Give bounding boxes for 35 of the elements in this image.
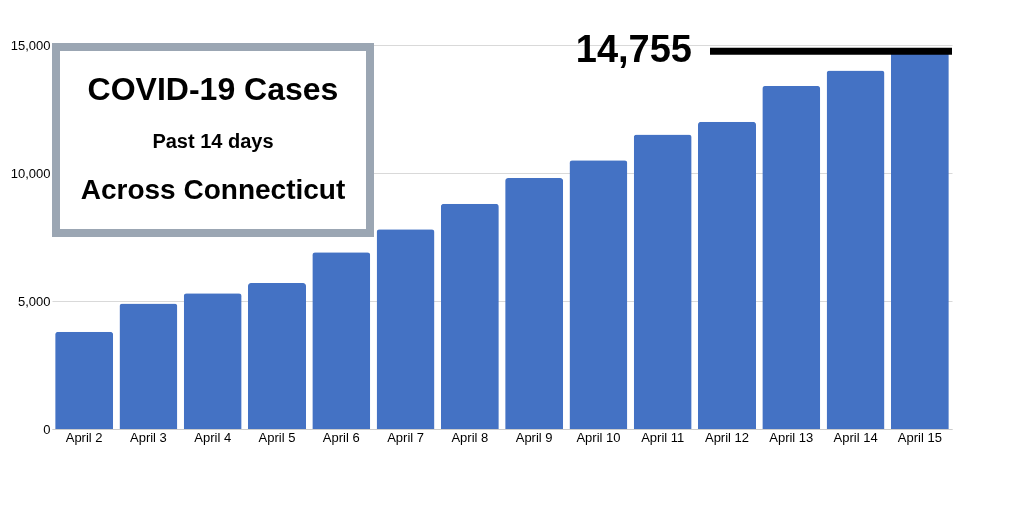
x-tick-label: April 8 (451, 429, 489, 445)
x-tick-label: April 7 (387, 429, 424, 445)
ref-line-label: 14,755 (575, 28, 692, 71)
x-tick-label: April 2 (65, 429, 103, 445)
text: Past 14 days (152, 130, 274, 152)
bar (505, 178, 564, 429)
text: COVID-19 Cases (87, 71, 339, 107)
y-tick-label: 0 (43, 421, 51, 437)
x-tick-label: April 15 (897, 429, 942, 445)
bar (633, 134, 692, 429)
annotation: Across Connecticut (80, 174, 346, 205)
x-tick-label: April 3 (130, 429, 167, 445)
x-tick-label: April 10 (576, 429, 621, 445)
bar (698, 121, 756, 429)
bar (762, 85, 821, 429)
bar (376, 229, 435, 429)
bar (183, 293, 242, 429)
x-tick-label: April 5 (258, 429, 296, 445)
bar (119, 303, 178, 429)
bar (55, 331, 114, 429)
bar (826, 70, 885, 429)
x-tick-label: April 4 (194, 429, 232, 445)
bar (312, 252, 371, 429)
y-tick-label: 10,000 (10, 165, 51, 181)
bar (569, 160, 628, 429)
x-tick-label: April 11 (641, 429, 685, 445)
x-tick-label: April 13 (769, 429, 814, 445)
y-tick-label: 15,000 (10, 37, 51, 53)
x-tick-label: April 9 (515, 429, 553, 445)
y-tick-label: 5,000 (17, 293, 51, 309)
bar (248, 283, 306, 429)
x-tick-label: April 12 (704, 429, 750, 445)
x-tick-label: April 6 (322, 429, 360, 445)
bar (440, 203, 499, 429)
x-tick-label: April 14 (833, 429, 878, 445)
